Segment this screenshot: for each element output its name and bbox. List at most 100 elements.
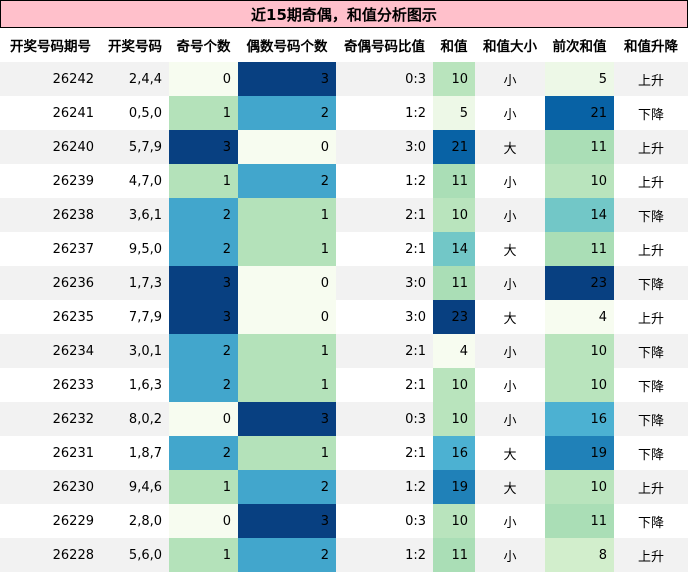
- table-cell: 19: [433, 470, 475, 504]
- table-cell: 2,4,4: [101, 62, 169, 96]
- table-cell: 1:2: [336, 538, 433, 572]
- column-header: 和值大小: [475, 28, 545, 62]
- table-cell: 26242: [0, 62, 101, 96]
- table-cell: 1:2: [336, 470, 433, 504]
- table-cell: 0: [238, 130, 336, 164]
- table-cell: 26231: [0, 436, 101, 470]
- table-cell: 小: [475, 164, 545, 198]
- table-row: 26240 5,7,9 3 0 3:0 21 大 11 上升: [0, 130, 688, 164]
- table-cell: 2: [169, 436, 238, 470]
- table-row: 26236 1,7,3 3 0 3:0 11 小 23 下降: [0, 266, 688, 300]
- table-cell: 3,6,1: [101, 198, 169, 232]
- table-cell: 大: [475, 130, 545, 164]
- table-cell: 0: [169, 402, 238, 436]
- table-cell: 21: [545, 96, 614, 130]
- table-cell: 3:0: [336, 130, 433, 164]
- table-cell: 2: [238, 164, 336, 198]
- table-cell: 1: [238, 368, 336, 402]
- table-cell: 26239: [0, 164, 101, 198]
- table-cell: 16: [545, 402, 614, 436]
- column-header: 和值升降: [614, 28, 688, 62]
- table-cell: 2: [238, 538, 336, 572]
- table-cell: 上升: [614, 164, 688, 198]
- table-cell: 5,7,9: [101, 130, 169, 164]
- table-cell: 10: [433, 198, 475, 232]
- table-cell: 1: [238, 198, 336, 232]
- table-cell: 26233: [0, 368, 101, 402]
- table-cell: 上升: [614, 470, 688, 504]
- table-cell: 9,4,6: [101, 470, 169, 504]
- table-cell: 10: [545, 334, 614, 368]
- table-cell: 5,6,0: [101, 538, 169, 572]
- table-cell: 1: [169, 96, 238, 130]
- table-cell: 2:1: [336, 334, 433, 368]
- table-cell: 0,5,0: [101, 96, 169, 130]
- table-cell: 1:2: [336, 164, 433, 198]
- table-cell: 大: [475, 300, 545, 334]
- table-cell: 10: [545, 470, 614, 504]
- table-cell: 5: [545, 62, 614, 96]
- table-cell: 大: [475, 470, 545, 504]
- table-cell: 下降: [614, 368, 688, 402]
- column-header: 和值: [433, 28, 475, 62]
- table-cell: 9,5,0: [101, 232, 169, 266]
- table-cell: 0: [238, 266, 336, 300]
- table-cell: 3: [238, 504, 336, 538]
- table-cell: 11: [433, 164, 475, 198]
- column-header: 奇偶号码比值: [336, 28, 433, 62]
- table-cell: 上升: [614, 130, 688, 164]
- table-cell: 11: [545, 504, 614, 538]
- table-cell: 0:3: [336, 62, 433, 96]
- data-table: 开奖号码期号 开奖号码 奇号个数 偶数号码个数 奇偶号码比值 和值 和值大小 前次和值 和值升降…: [0, 28, 688, 572]
- table-cell: 19: [545, 436, 614, 470]
- table-cell: 26237: [0, 232, 101, 266]
- table-cell: 10: [545, 368, 614, 402]
- column-header: 奇号个数: [169, 28, 238, 62]
- table-cell: 0:3: [336, 402, 433, 436]
- table-cell: 11: [545, 130, 614, 164]
- table-cell: 下降: [614, 334, 688, 368]
- table-cell: 3: [238, 62, 336, 96]
- table-cell: 21: [433, 130, 475, 164]
- table-cell: 26241: [0, 96, 101, 130]
- header-row: 开奖号码期号 开奖号码 奇号个数 偶数号码个数 奇偶号码比值 和值 和值大小 前次和值 和值升降: [0, 28, 688, 62]
- table-row: 26239 4,7,0 1 2 1:2 11 小 10 上升: [0, 164, 688, 198]
- table-cell: 3:0: [336, 266, 433, 300]
- table-cell: 1,8,7: [101, 436, 169, 470]
- table-cell: 11: [433, 538, 475, 572]
- table-cell: 上升: [614, 300, 688, 334]
- table-row: 26241 0,5,0 1 2 1:2 5 小 21 下降: [0, 96, 688, 130]
- table-cell: 2: [169, 232, 238, 266]
- table-cell: 7,7,9: [101, 300, 169, 334]
- table-cell: 26228: [0, 538, 101, 572]
- table-cell: 3: [169, 300, 238, 334]
- table-cell: 上升: [614, 62, 688, 96]
- table-cell: 1:2: [336, 96, 433, 130]
- table-cell: 2:1: [336, 232, 433, 266]
- table-cell: 下降: [614, 266, 688, 300]
- table-cell: 下降: [614, 198, 688, 232]
- table-cell: 23: [545, 266, 614, 300]
- table-cell: 1: [169, 470, 238, 504]
- table-cell: 小: [475, 402, 545, 436]
- table-cell: 26238: [0, 198, 101, 232]
- table-row: 26234 3,0,1 2 1 2:1 4 小 10 下降: [0, 334, 688, 368]
- table-cell: 下降: [614, 504, 688, 538]
- table-cell: 14: [545, 198, 614, 232]
- table-cell: 2: [169, 198, 238, 232]
- table-cell: 2:1: [336, 198, 433, 232]
- table-cell: 11: [545, 232, 614, 266]
- table-cell: 小: [475, 368, 545, 402]
- column-header: 开奖号码期号: [0, 28, 101, 62]
- table-row: 26242 2,4,4 0 3 0:3 10 小 5 上升: [0, 62, 688, 96]
- table-cell: 0: [169, 504, 238, 538]
- table-cell: 小: [475, 504, 545, 538]
- column-header: 偶数号码个数: [238, 28, 336, 62]
- table-cell: 26232: [0, 402, 101, 436]
- table-cell: 2: [169, 368, 238, 402]
- table-cell: 2: [238, 470, 336, 504]
- table-cell: 10: [433, 368, 475, 402]
- table-cell: 26240: [0, 130, 101, 164]
- table-cell: 3: [169, 266, 238, 300]
